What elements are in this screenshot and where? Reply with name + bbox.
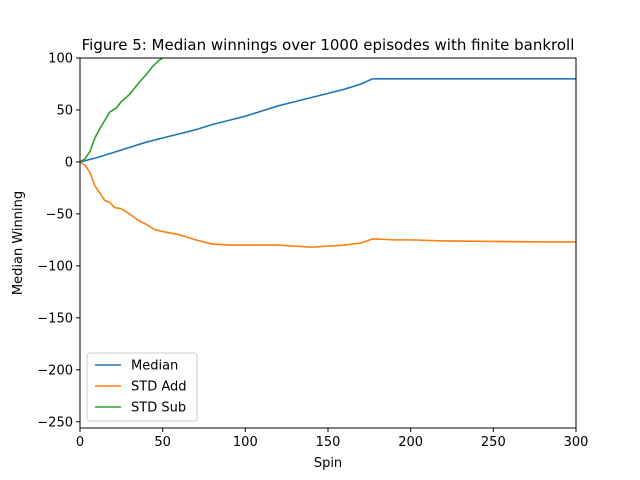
x-tick-label: 100	[233, 435, 258, 450]
x-axis: 0 50 100 150 200 250 300	[76, 428, 589, 450]
legend: Median STD Add STD Sub	[86, 352, 198, 422]
x-tick-label: 250	[481, 435, 506, 450]
y-tick-label: −150	[37, 311, 73, 326]
series-line-median	[80, 77, 576, 163]
y-axis: −250 −200 −150 −100 −50 0 50 100	[37, 52, 80, 430]
y-tick-label: 0	[65, 155, 73, 170]
series-line-std-sub	[80, 58, 164, 163]
x-tick-label: 150	[316, 435, 341, 450]
y-axis-title: Median Winning	[11, 191, 26, 295]
y-tick-label: −200	[37, 363, 73, 378]
legend-box	[86, 352, 198, 422]
y-tick-label: 100	[48, 52, 73, 67]
y-tick-label: −50	[46, 207, 73, 222]
legend-label-std-sub: STD Sub	[131, 401, 186, 416]
y-tick-label: −100	[37, 259, 73, 274]
y-tick-label: −250	[37, 415, 73, 430]
series-line-std-add	[80, 161, 576, 248]
y-tick-label: 50	[56, 103, 73, 118]
x-tick-label: 200	[398, 435, 423, 450]
series-layer	[80, 58, 576, 248]
legend-label-std-add: STD Add	[131, 380, 187, 395]
x-tick-label: 0	[76, 435, 84, 450]
legend-label-median: Median	[131, 359, 178, 374]
chart-title: Figure 5: Median winnings over 1000 epis…	[82, 36, 575, 54]
x-tick-label: 300	[564, 435, 589, 450]
x-axis-title: Spin	[314, 456, 342, 471]
x-tick-label: 50	[154, 435, 171, 450]
